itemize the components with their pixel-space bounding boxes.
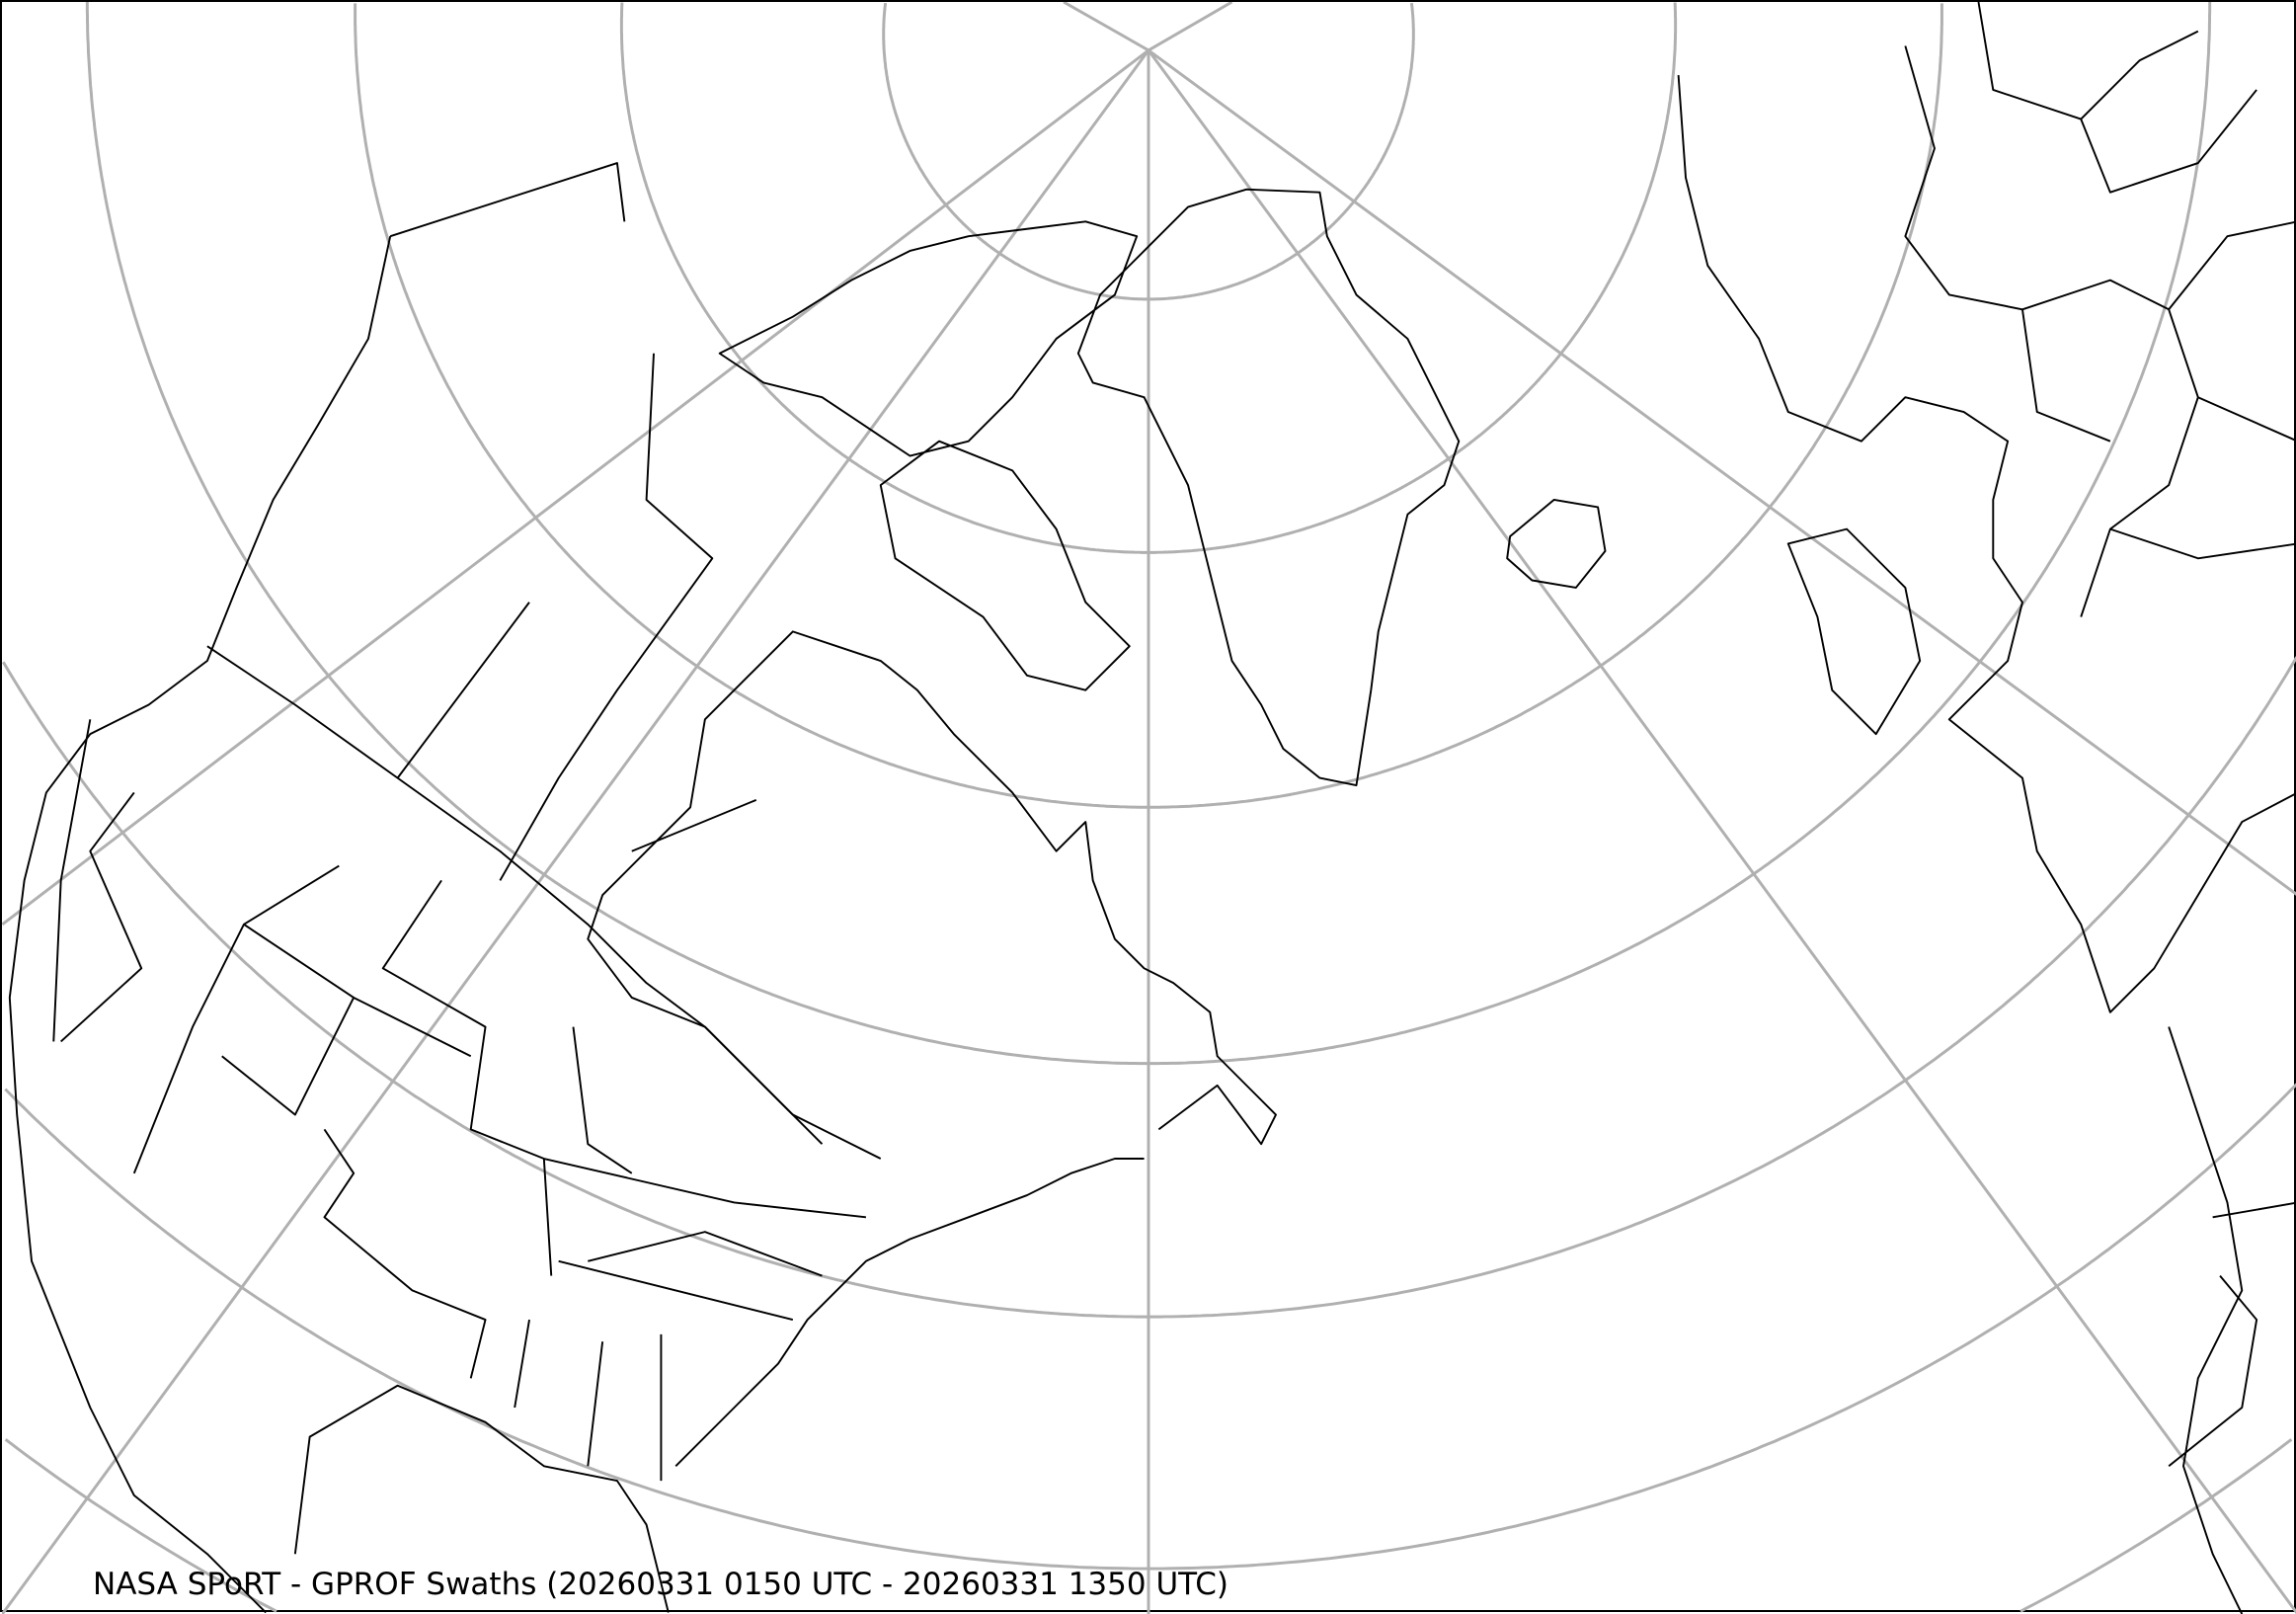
europe-borders [1904, 2, 2296, 617]
north-america-coast [8, 235, 1277, 1614]
iceland-outline [1506, 499, 1607, 589]
latitude-circle [4, 1083, 2296, 1571]
coastlines-and-borders [8, 2, 2296, 1614]
meridian-line [1148, 2, 1233, 52]
map-caption: NASA SPoRT - GPROF Swaths (20260331 0150… [93, 1567, 1228, 1602]
us-state-borders [52, 719, 867, 1482]
latitude-circle [619, 2, 1678, 554]
latitude-circle [882, 2, 1415, 301]
latitude-circle [354, 3, 1943, 809]
meridian-line [2, 49, 1150, 1614]
latitude-circle [2, 656, 2296, 1319]
meridian-line [1148, 48, 2296, 896]
canada-provincial-borders [389, 162, 757, 881]
us-canada-border [206, 645, 882, 1160]
meridian-line [1147, 49, 2296, 1614]
europe-coast [1677, 75, 2296, 1614]
greenland-outline [1076, 188, 1461, 786]
meridian-line [2, 48, 1149, 927]
africa-coast [2168, 1201, 2296, 1468]
latitude-circle [4, 1438, 2293, 1613]
meridian-line [1063, 2, 1149, 52]
arctic-islands [718, 220, 1139, 691]
